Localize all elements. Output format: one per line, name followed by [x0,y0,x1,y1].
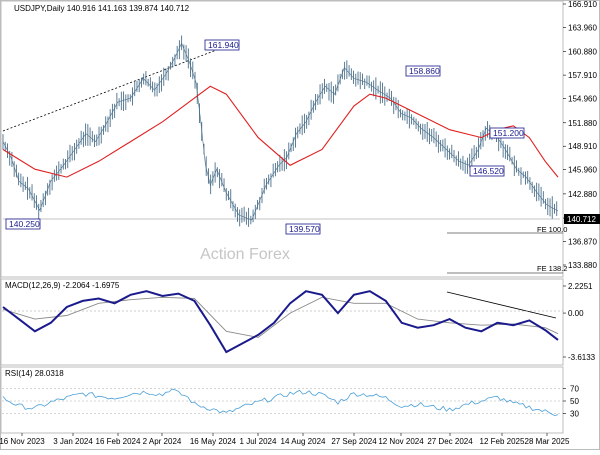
fe-138-label: FE 138.2 [537,264,567,273]
macd-axis: 2.2251 0.00 -3.6133 [563,282,596,362]
svg-text:158.860: 158.860 [409,66,440,76]
trendline-price [2,42,236,132]
annotation-140250: 140.250 [5,218,41,230]
macd-tick-label: -3.6133 [568,353,596,362]
annotation-146520: 146.520 [469,165,505,177]
price-tick-label: 160.880 [568,48,597,57]
annotation-139570: 139.570 [285,223,321,235]
price-tick-label: 151.880 [568,119,597,128]
rsi-tick-label: 70 [570,385,579,394]
current-price-badge: 140.712 [564,214,600,224]
fe-100-label: FE 100.0 [537,225,567,234]
date-tick-label: 27 Dec 2024 [427,437,473,446]
price-tick-label: 145.960 [568,166,597,175]
date-tick-label: 14 Aug 2024 [281,437,326,446]
svg-text:139.570: 139.570 [289,224,320,234]
price-tick-label: 142.880 [568,190,597,199]
svg-text:140.250: 140.250 [9,219,40,229]
macd-trendline [446,291,557,319]
date-tick-label: 3 Jan 2024 [53,437,93,446]
date-tick-label: 2 Apr 2024 [143,437,182,446]
price-tick-label: 157.910 [568,71,597,80]
price-tick-label: 163.960 [568,23,597,32]
price-tick-label: 133.880 [568,261,597,270]
annotation-151200: 151.200 [489,127,525,139]
annotation-161940: 161.940 [204,39,240,51]
rsi-label: RSI(14) 28.0318 [5,369,64,378]
rsi-line [2,388,559,417]
macd-tick-label: 0.00 [568,309,584,318]
svg-text:161.940: 161.940 [208,40,239,50]
price-panel [0,0,564,278]
date-axis: 16 Nov 2023 3 Jan 2024 16 Feb 2024 2 Apr 20… [0,433,570,446]
rsi-panel [0,366,564,434]
macd-line [2,290,559,354]
price-tick-label: 136.870 [568,237,597,246]
date-tick-label: 16 Feb 2024 [96,437,141,446]
price-close-line [2,42,559,221]
annotation-158860: 158.860 [405,65,441,77]
date-tick-label: 1 Jul 2024 [240,437,277,446]
date-tick-label: 27 Sep 2024 [331,437,377,446]
date-tick-label: 16 May 2024 [190,437,237,446]
macd-signal-line [2,296,559,338]
rsi-tick-label: 30 [570,409,579,418]
date-tick-label: 28 Mar 2025 [525,437,570,446]
watermark: Action Forex [200,246,290,263]
macd-label: MACD(12,26,9) -2.2064 -1.6975 [5,281,120,290]
date-tick-label: 16 Nov 2023 [0,437,45,446]
date-tick-label: 12 Nov 2024 [378,437,424,446]
svg-text:146.520: 146.520 [473,166,504,176]
chart-header: USDJPY,Daily 140.916 141.163 139.874 140… [14,4,190,13]
rsi-axis: 70 50 30 [2,385,579,418]
series-layer [2,35,559,417]
price-tick-label: 154.960 [568,94,597,103]
macd-panel [0,278,564,366]
rsi-tick-label: 50 [570,397,579,406]
date-tick-label: 12 Feb 2025 [480,437,525,446]
svg-text:140.712: 140.712 [567,215,596,224]
svg-text:151.200: 151.200 [493,128,524,138]
price-tick-label: 166.910 [568,0,597,9]
price-tick-label: 148.910 [568,142,597,151]
macd-tick-label: 2.2251 [568,282,593,291]
